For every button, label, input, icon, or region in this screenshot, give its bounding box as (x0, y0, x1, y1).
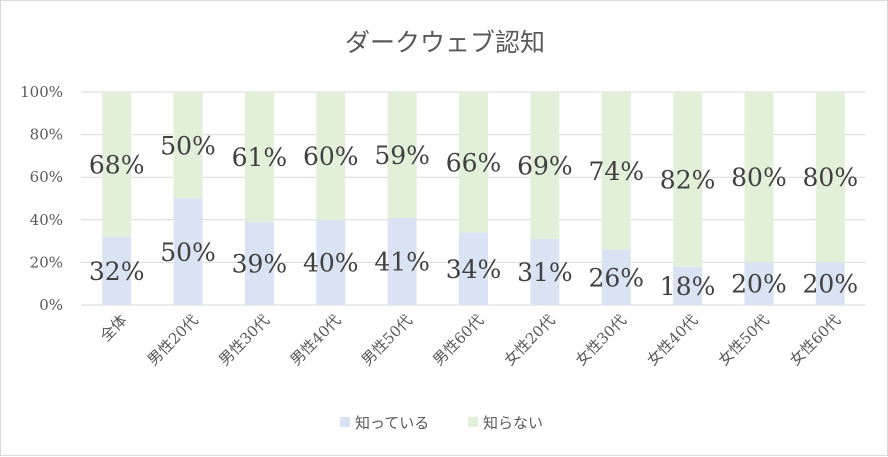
data-label: 59% (374, 141, 430, 170)
bar-segment (316, 219, 346, 305)
data-label: 60% (303, 142, 359, 171)
bar-segment (244, 92, 274, 222)
y-tick-label: 40% (30, 211, 63, 229)
bar-segment (744, 92, 774, 263)
data-label: 68% (89, 150, 145, 179)
x-axis: 全体 男性20代 男性30代 男性40代 男性50代 男性60代 女性20代 女性30代 女性4… (97, 311, 845, 369)
data-label: 74% (588, 157, 644, 186)
bar-segment (387, 92, 417, 218)
data-label: 80% (731, 163, 787, 192)
bar-segment (244, 221, 274, 305)
bar-segment (601, 92, 631, 250)
data-label: 20% (731, 270, 787, 299)
data-label: 82% (660, 165, 716, 194)
x-tick-label: 男性20代 (144, 311, 202, 369)
bar-segment (173, 198, 203, 305)
y-tick-label: 0% (39, 296, 63, 314)
x-tick-label: 男性60代 (429, 311, 487, 369)
data-label: 69% (517, 151, 573, 180)
y-tick-label: 80% (30, 126, 63, 144)
x-tick-label: 女性60代 (786, 311, 844, 369)
bar-segment (102, 92, 132, 237)
data-label: 31% (517, 258, 573, 287)
bar-segment (815, 92, 845, 263)
data-labels: 32% 68% 50% 50% 39% 61% 40% 60% 41% 59% 34% 66% 31% 6… (89, 131, 858, 301)
legend-swatch-known (340, 417, 350, 427)
data-label: 61% (232, 143, 288, 172)
x-tick-label: 女性20代 (501, 311, 559, 369)
bar-segment (673, 266, 703, 305)
y-tick-label: 20% (30, 253, 63, 271)
x-tick-label: 全体 (97, 311, 131, 345)
y-tick-label: 60% (30, 168, 63, 186)
data-label: 40% (303, 248, 359, 277)
data-label: 41% (374, 247, 430, 276)
data-label: 26% (588, 263, 644, 292)
bars (102, 92, 845, 305)
bar-segment (744, 262, 774, 305)
bar-segment (673, 92, 703, 267)
legend: 知っている 知らない (340, 414, 543, 432)
x-tick-label: 女性40代 (643, 311, 701, 369)
x-tick-label: 男性30代 (215, 311, 273, 369)
data-label: 50% (160, 238, 216, 267)
bar-segment (387, 217, 417, 305)
data-label: 18% (660, 272, 716, 301)
data-label: 80% (803, 163, 859, 192)
x-tick-label: 女性30代 (572, 311, 630, 369)
bar-segment (173, 92, 203, 199)
x-tick-label: 男性40代 (287, 311, 345, 369)
bar-segment (102, 236, 132, 305)
bar-segment (459, 92, 488, 233)
bar-segment (530, 238, 560, 305)
bar-segment (601, 249, 631, 305)
data-label: 32% (89, 257, 145, 286)
bar-segment (316, 92, 346, 220)
data-label: 39% (232, 249, 288, 278)
bar-segment (530, 92, 560, 239)
legend-label-known: 知っている (355, 414, 429, 432)
y-axis: 0% 20% 40% 60% 80% 100% (20, 83, 63, 314)
data-label: 34% (446, 255, 502, 284)
chart-title: ダークウェブ認知 (345, 28, 545, 57)
x-tick-label: 女性50代 (715, 311, 773, 369)
legend-label-unknown: 知らない (483, 414, 543, 432)
y-tick-label: 100% (20, 83, 63, 101)
data-label: 20% (803, 270, 859, 299)
bar-segment (459, 232, 488, 305)
bar-segment (815, 262, 845, 305)
legend-swatch-unknown (468, 417, 478, 427)
x-tick-label: 男性50代 (358, 311, 416, 369)
data-label: 66% (446, 148, 502, 177)
data-label: 50% (160, 131, 216, 160)
